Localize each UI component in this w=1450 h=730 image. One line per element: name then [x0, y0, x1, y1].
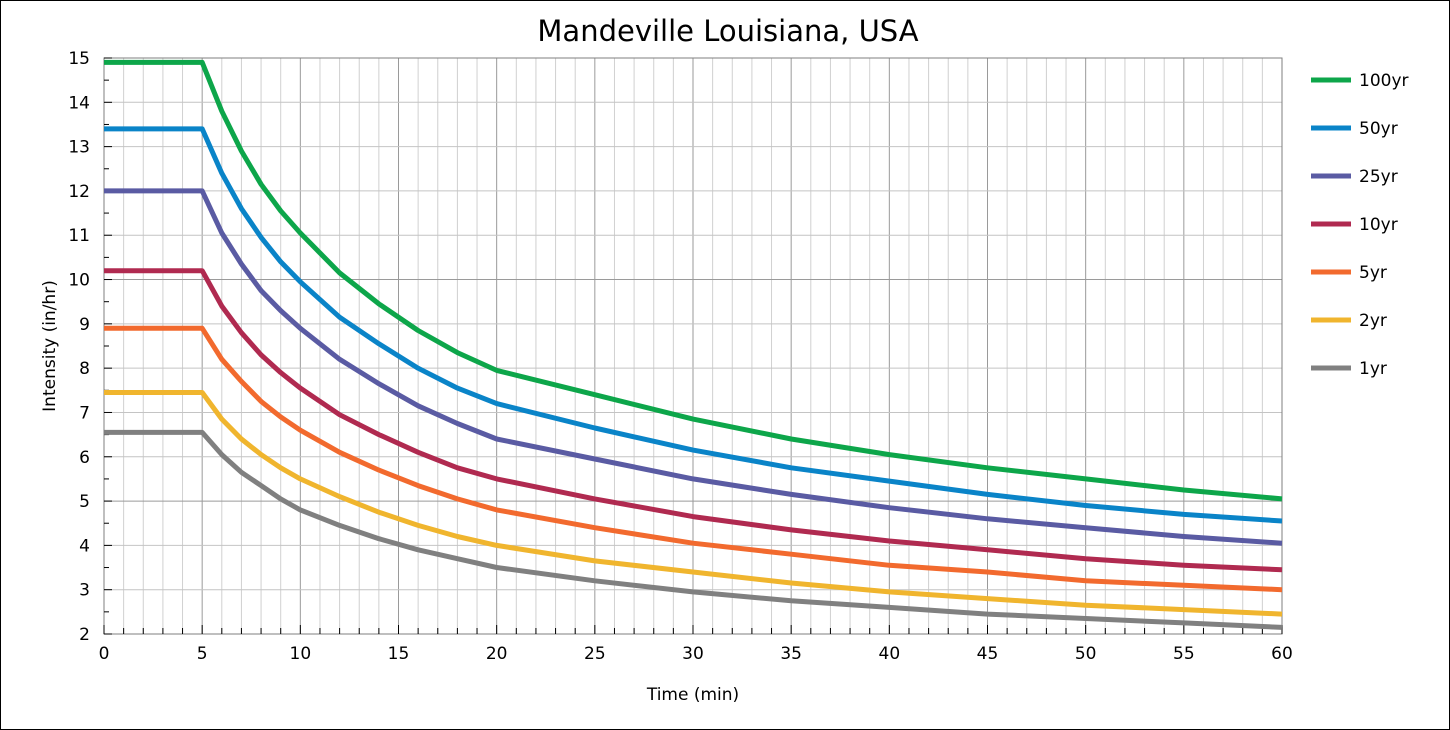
y-tick-label: 13: [68, 138, 90, 158]
y-tick-label: 3: [79, 581, 90, 601]
series-line-5yr: [104, 325, 1283, 593]
series-lines: [104, 59, 1283, 630]
legend-label-2yr: 2yr: [1359, 311, 1387, 331]
y-tick-label: 14: [68, 93, 90, 113]
legend-label-25yr: 25yr: [1359, 167, 1398, 187]
axis-ticks: 0 5 10 15 20 25 30 35 40 45 50 55 602345678910111213…: [68, 49, 1292, 664]
legend-label-100yr: 100yr: [1359, 71, 1409, 91]
x-tick-label: 55: [1173, 644, 1195, 664]
x-tick-label: 10: [290, 644, 312, 664]
legend-label-50yr: 50yr: [1359, 119, 1398, 139]
y-tick-label: 11: [68, 226, 90, 246]
series-line-10yr: [104, 268, 1283, 573]
y-tick-label: 9: [79, 315, 90, 335]
legend-label-5yr: 5yr: [1359, 263, 1387, 283]
x-tick-label: 0: [99, 644, 110, 664]
legend: 100yr 50yr 25yr 10yr 5yr 2yr 1yr: [1311, 71, 1409, 379]
y-tick-label: 6: [79, 448, 90, 468]
legend-label-10yr: 10yr: [1359, 215, 1398, 235]
y-tick-label: 5: [79, 492, 90, 512]
x-axis-label: Time (min): [646, 685, 739, 705]
series-line-100yr: [104, 59, 1283, 502]
series-line-25yr: [104, 188, 1283, 546]
x-tick-label: 35: [780, 644, 802, 664]
y-tick-label: 7: [79, 403, 90, 423]
y-tick-label: 12: [68, 182, 90, 202]
y-tick-label: 15: [68, 49, 90, 69]
x-tick-label: 5: [197, 644, 208, 664]
y-tick-label: 8: [79, 359, 90, 379]
x-tick-label: 40: [879, 644, 901, 664]
y-tick-label: 4: [79, 536, 90, 556]
series-line-50yr: [104, 126, 1283, 524]
x-tick-label: 50: [1075, 644, 1097, 664]
x-tick-label: 20: [486, 644, 508, 664]
chart-title: Mandeville Louisiana, USA: [537, 14, 918, 48]
x-tick-label: 25: [584, 644, 606, 664]
legend-label-1yr: 1yr: [1359, 359, 1387, 379]
y-tick-label: 10: [68, 271, 90, 291]
y-tick-label: 2: [79, 625, 90, 645]
x-tick-label: 15: [388, 644, 410, 664]
y-axis-label: Intensity (in/hr): [40, 280, 60, 412]
series-line-1yr: [104, 429, 1283, 630]
series-line-2yr: [104, 390, 1283, 617]
x-tick-label: 60: [1271, 644, 1293, 664]
grid-lines: [103, 57, 1283, 635]
x-tick-label: 30: [682, 644, 704, 664]
x-tick-label: 45: [977, 644, 999, 664]
